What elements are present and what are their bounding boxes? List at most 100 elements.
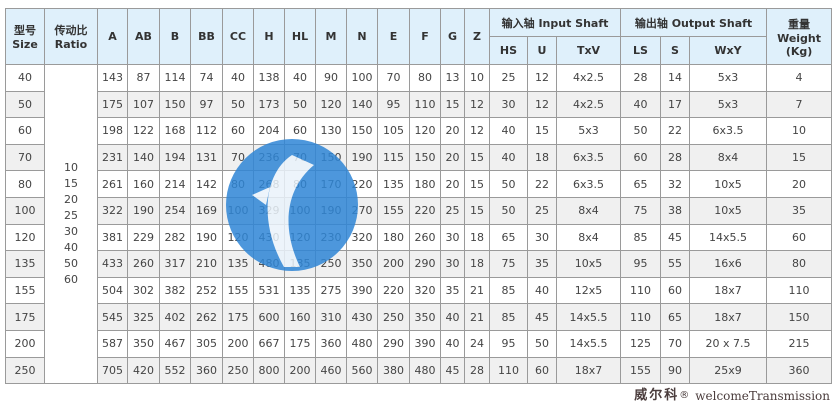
value-cell: 10x5 bbox=[689, 170, 768, 198]
value-cell: 12x5 bbox=[555, 276, 622, 305]
header-input-shaft: 输入轴 Input Shaft bbox=[488, 8, 622, 37]
value-cell: 14x5.5 bbox=[555, 329, 622, 358]
value-cell: 6x3.5 bbox=[555, 143, 622, 172]
value-cell: 200 bbox=[284, 356, 316, 385]
size-cell: 175 bbox=[5, 303, 45, 331]
value-cell: 18x7 bbox=[689, 276, 768, 305]
watermark-en: welcomeTransmission bbox=[695, 389, 830, 403]
value-cell: 150 bbox=[346, 117, 378, 145]
ratio-value: 10 bbox=[64, 161, 78, 175]
value-cell: 40 bbox=[284, 64, 316, 92]
value-cell: 480 bbox=[346, 329, 378, 358]
header-ratio-en: Ratio bbox=[54, 38, 88, 51]
value-cell: 200 bbox=[377, 250, 410, 278]
value-cell: 107 bbox=[127, 90, 160, 119]
value-cell: 8x4 bbox=[555, 196, 622, 225]
value-cell: 30 bbox=[527, 223, 557, 252]
value-cell: 75 bbox=[620, 196, 662, 225]
value-cell: 260 bbox=[127, 250, 160, 278]
value-cell: 560 bbox=[346, 356, 378, 385]
size-cell: 100 bbox=[5, 196, 45, 225]
header-ratio: 传动比 Ratio bbox=[44, 8, 98, 65]
value-cell: 87 bbox=[127, 64, 160, 92]
value-cell: 100 bbox=[346, 64, 378, 92]
value-cell: 18x7 bbox=[689, 303, 768, 331]
value-cell: 50 bbox=[489, 196, 528, 225]
value-cell: 270 bbox=[346, 196, 378, 225]
value-cell: 200 bbox=[222, 329, 254, 358]
value-cell: 110 bbox=[489, 356, 528, 385]
value-cell: 90 bbox=[315, 64, 347, 92]
value-cell: 282 bbox=[159, 223, 191, 252]
value-cell: 120 bbox=[284, 223, 316, 252]
value-cell: 12 bbox=[464, 117, 490, 145]
value-cell: 155 bbox=[620, 356, 662, 385]
value-cell: 50 bbox=[527, 329, 557, 358]
value-cell: 8x4 bbox=[689, 143, 768, 172]
size-cell: 135 bbox=[5, 250, 45, 278]
value-cell: 60 bbox=[527, 356, 557, 385]
header-s: S bbox=[660, 36, 691, 65]
value-cell: 220 bbox=[409, 196, 441, 225]
table-row: 175 545 325 402 262 175 600 160 310 430 250 350 40 21… bbox=[5, 303, 833, 331]
value-cell: 350 bbox=[346, 250, 378, 278]
value-cell: 125 bbox=[620, 329, 662, 358]
watermark-cn: 威尔科 bbox=[634, 388, 680, 403]
value-cell: 80 bbox=[222, 170, 254, 198]
value-cell: 120 bbox=[222, 223, 254, 252]
value-cell: 320 bbox=[346, 223, 378, 252]
header-n: N bbox=[346, 8, 378, 65]
value-cell: 20 bbox=[440, 143, 465, 172]
value-cell: 60 bbox=[284, 117, 316, 145]
value-cell: 433 bbox=[97, 250, 128, 278]
value-cell: 140 bbox=[346, 90, 378, 119]
size-cell: 80 bbox=[5, 170, 45, 198]
value-cell: 390 bbox=[409, 329, 441, 358]
value-cell: 15 bbox=[464, 143, 490, 172]
value-cell: 135 bbox=[377, 170, 410, 198]
value-cell: 268 bbox=[253, 170, 285, 198]
value-cell: 220 bbox=[346, 170, 378, 198]
ratio-value: 50 bbox=[64, 257, 78, 271]
value-cell: 380 bbox=[377, 356, 410, 385]
value-cell: 40 bbox=[440, 303, 465, 331]
value-cell: 310 bbox=[315, 303, 347, 331]
value-cell: 135 bbox=[284, 250, 316, 278]
value-cell: 32 bbox=[660, 170, 691, 198]
size-cell: 120 bbox=[5, 223, 45, 252]
value-cell: 130 bbox=[315, 117, 347, 145]
value-cell: 100 bbox=[222, 196, 254, 225]
header-z: Z bbox=[464, 8, 490, 65]
value-cell: 190 bbox=[127, 196, 160, 225]
value-cell: 600 bbox=[253, 303, 285, 331]
value-cell: 20 bbox=[766, 170, 833, 198]
value-cell: 390 bbox=[346, 276, 378, 305]
value-cell: 467 bbox=[159, 329, 191, 358]
table-row: 80 261 160 214 142 80 268 80 170 220 135 180 20 15 50 2… bbox=[5, 170, 833, 198]
value-cell: 28 bbox=[464, 356, 490, 385]
value-cell: 460 bbox=[315, 356, 347, 385]
value-cell: 45 bbox=[527, 303, 557, 331]
watermark: 威尔科® welcomeTransmission bbox=[634, 388, 830, 404]
size-cell: 200 bbox=[5, 329, 45, 358]
value-cell: 18 bbox=[464, 223, 490, 252]
table-row: 155 504 302 382 252 155 531 135 275 390 220 320 35 21… bbox=[5, 276, 833, 305]
value-cell: 40 bbox=[222, 64, 254, 92]
value-cell: 24 bbox=[464, 329, 490, 358]
value-cell: 142 bbox=[190, 170, 223, 198]
value-cell: 30 bbox=[489, 90, 528, 119]
value-cell: 110 bbox=[620, 276, 662, 305]
header-e: E bbox=[377, 8, 410, 65]
header-hs: HS bbox=[489, 36, 528, 65]
value-cell: 30 bbox=[440, 250, 465, 278]
ratio-value: 15 bbox=[64, 177, 78, 191]
value-cell: 120 bbox=[409, 117, 441, 145]
value-cell: 210 bbox=[190, 250, 223, 278]
value-cell: 705 bbox=[97, 356, 128, 385]
value-cell: 8x4 bbox=[555, 223, 622, 252]
value-cell: 5x3 bbox=[689, 64, 768, 92]
value-cell: 260 bbox=[409, 223, 441, 252]
size-cell: 70 bbox=[5, 143, 45, 172]
spec-table: 型号 Size 传动比 Ratio A AB B BB CC H HL M N E F G Z 输入轴 Inp… bbox=[5, 8, 833, 385]
ratio-value: 30 bbox=[64, 225, 78, 239]
